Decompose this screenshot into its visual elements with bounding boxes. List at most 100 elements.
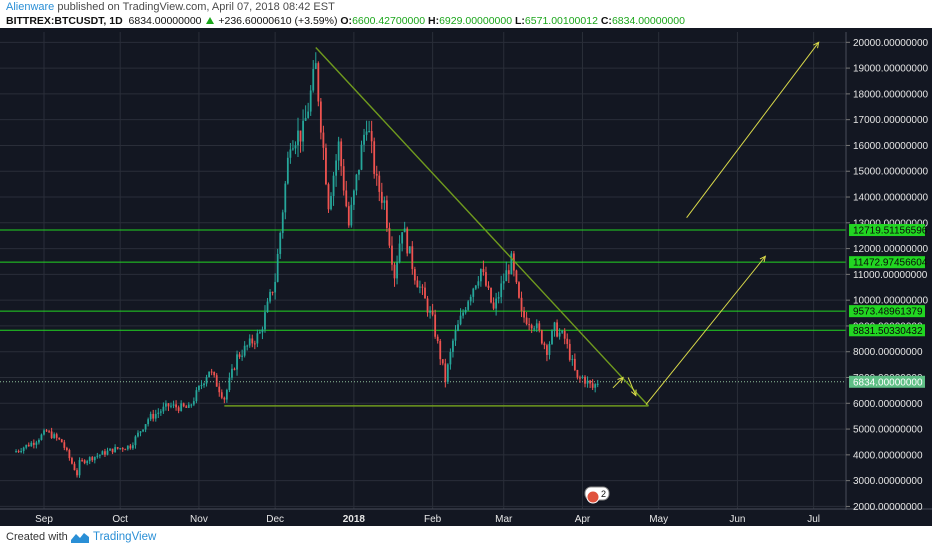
arrow-line — [627, 377, 637, 396]
candle-body — [347, 206, 350, 226]
candle-body — [144, 424, 147, 430]
candle-body — [63, 442, 66, 448]
y-tick-label: 5000.00000000 — [853, 425, 923, 436]
candle-body — [416, 280, 419, 288]
candle-body — [591, 383, 594, 388]
y-tick-label: 12000.00000000 — [853, 244, 929, 255]
candle-body — [124, 449, 127, 451]
author-link[interactable]: Alienware — [6, 1, 55, 13]
y-tick-label: 19000.00000000 — [853, 64, 929, 75]
level-label-box — [849, 324, 925, 337]
candle-body — [391, 245, 393, 265]
arrow-head-icon — [630, 389, 637, 397]
candle-body — [231, 368, 233, 378]
candle-body — [411, 246, 414, 270]
arrow-head-icon — [617, 376, 624, 384]
candle-body — [576, 369, 579, 378]
candle-body — [319, 101, 322, 133]
candle-body — [251, 338, 254, 344]
candle-body — [558, 332, 561, 337]
tradingview-brand-link[interactable]: TradingView — [93, 531, 157, 543]
candle-body — [335, 160, 337, 176]
x-tick-label: Sep — [35, 514, 53, 525]
candle-body — [98, 454, 101, 456]
candle-body — [203, 383, 205, 386]
candle-body — [279, 232, 282, 254]
arrow-line — [612, 377, 624, 389]
candle-body — [289, 149, 292, 158]
candle-body — [76, 470, 78, 476]
candle-body — [490, 287, 492, 303]
candle-body — [165, 403, 167, 407]
arrow-head-icon — [759, 255, 767, 263]
candle-body — [375, 173, 378, 176]
plot-area[interactable] — [0, 32, 846, 509]
badge-count: 2 — [601, 489, 606, 499]
x-tick-label: Feb — [424, 514, 442, 525]
candle-body — [126, 445, 129, 450]
arrow-line — [686, 42, 820, 218]
level-label-box — [849, 224, 925, 237]
candle-body — [22, 447, 25, 451]
candle-body — [495, 298, 498, 309]
candle-body — [386, 200, 388, 228]
candle-body — [467, 301, 470, 310]
candle-body — [396, 262, 398, 279]
publish-line: Alienware published on TradingView.com, … — [6, 1, 335, 13]
candle-body — [485, 272, 487, 286]
candle-body — [38, 439, 40, 443]
candle-body — [93, 456, 96, 461]
y-tick-label: 2000.00000000 — [853, 502, 923, 513]
candle-body — [304, 117, 307, 121]
y-tick-label: 16000.00000000 — [853, 141, 929, 152]
candle-body — [91, 457, 94, 461]
candle-body — [187, 404, 190, 408]
event-badge[interactable]: 2 — [584, 486, 610, 504]
candle-body — [340, 141, 343, 167]
candle-body — [200, 385, 203, 387]
level-label: 8831.50330432 — [853, 326, 923, 337]
level-labels: 12719.51156596 11472.97456604 9573.4896137… — [849, 224, 928, 388]
candle-body — [269, 291, 271, 302]
candle-body — [286, 157, 289, 184]
x-tick-label: Jul — [807, 514, 820, 525]
candle-body — [129, 445, 132, 449]
price-chart[interactable]: 2000.00000000 3000.00000000 4000.00000000 5… — [0, 28, 932, 526]
candle-body — [25, 444, 28, 448]
chart-header: Alienware published on TradingView.com, … — [0, 0, 932, 28]
candle-body — [228, 377, 231, 390]
candle-body — [452, 340, 454, 352]
y-tick-label: 13000.00000000 — [853, 218, 929, 229]
level-label: 12719.51156596 — [853, 226, 928, 237]
candle-body — [543, 343, 546, 346]
candle-body — [436, 336, 439, 341]
candle-body — [297, 130, 299, 146]
candle-body — [398, 243, 401, 263]
candle-body — [68, 450, 71, 459]
candle-body — [449, 351, 452, 365]
time-axis[interactable]: Sep Oct Nov Dec 2018 Feb Mar Apr May Jun Jul — [35, 514, 820, 525]
candle-body — [241, 355, 244, 357]
candle-body — [294, 145, 297, 149]
candle-body — [563, 331, 566, 339]
trendline — [315, 46, 650, 407]
candle-body — [83, 460, 86, 464]
arrow-line — [645, 256, 766, 405]
price-axis[interactable]: 2000.00000000 3000.00000000 4000.00000000 5… — [846, 38, 929, 513]
candle-body — [472, 288, 475, 297]
symbol-label[interactable]: BITTREX:BTCUSDT, 1D — [6, 15, 123, 27]
candle-body — [121, 448, 124, 450]
candle-body — [370, 131, 373, 142]
last-price-label-box — [849, 375, 925, 388]
candle-body — [441, 359, 444, 364]
candle-body — [561, 331, 564, 333]
candle-body — [589, 380, 591, 384]
candle-body — [345, 190, 348, 207]
y-tick-label: 6000.00000000 — [853, 399, 923, 410]
candle-body — [180, 403, 183, 411]
horizontal-levels — [0, 229, 846, 383]
candle-body — [314, 63, 317, 69]
candle-body — [365, 131, 368, 135]
candle-body — [388, 227, 391, 246]
candle-body — [50, 431, 53, 438]
